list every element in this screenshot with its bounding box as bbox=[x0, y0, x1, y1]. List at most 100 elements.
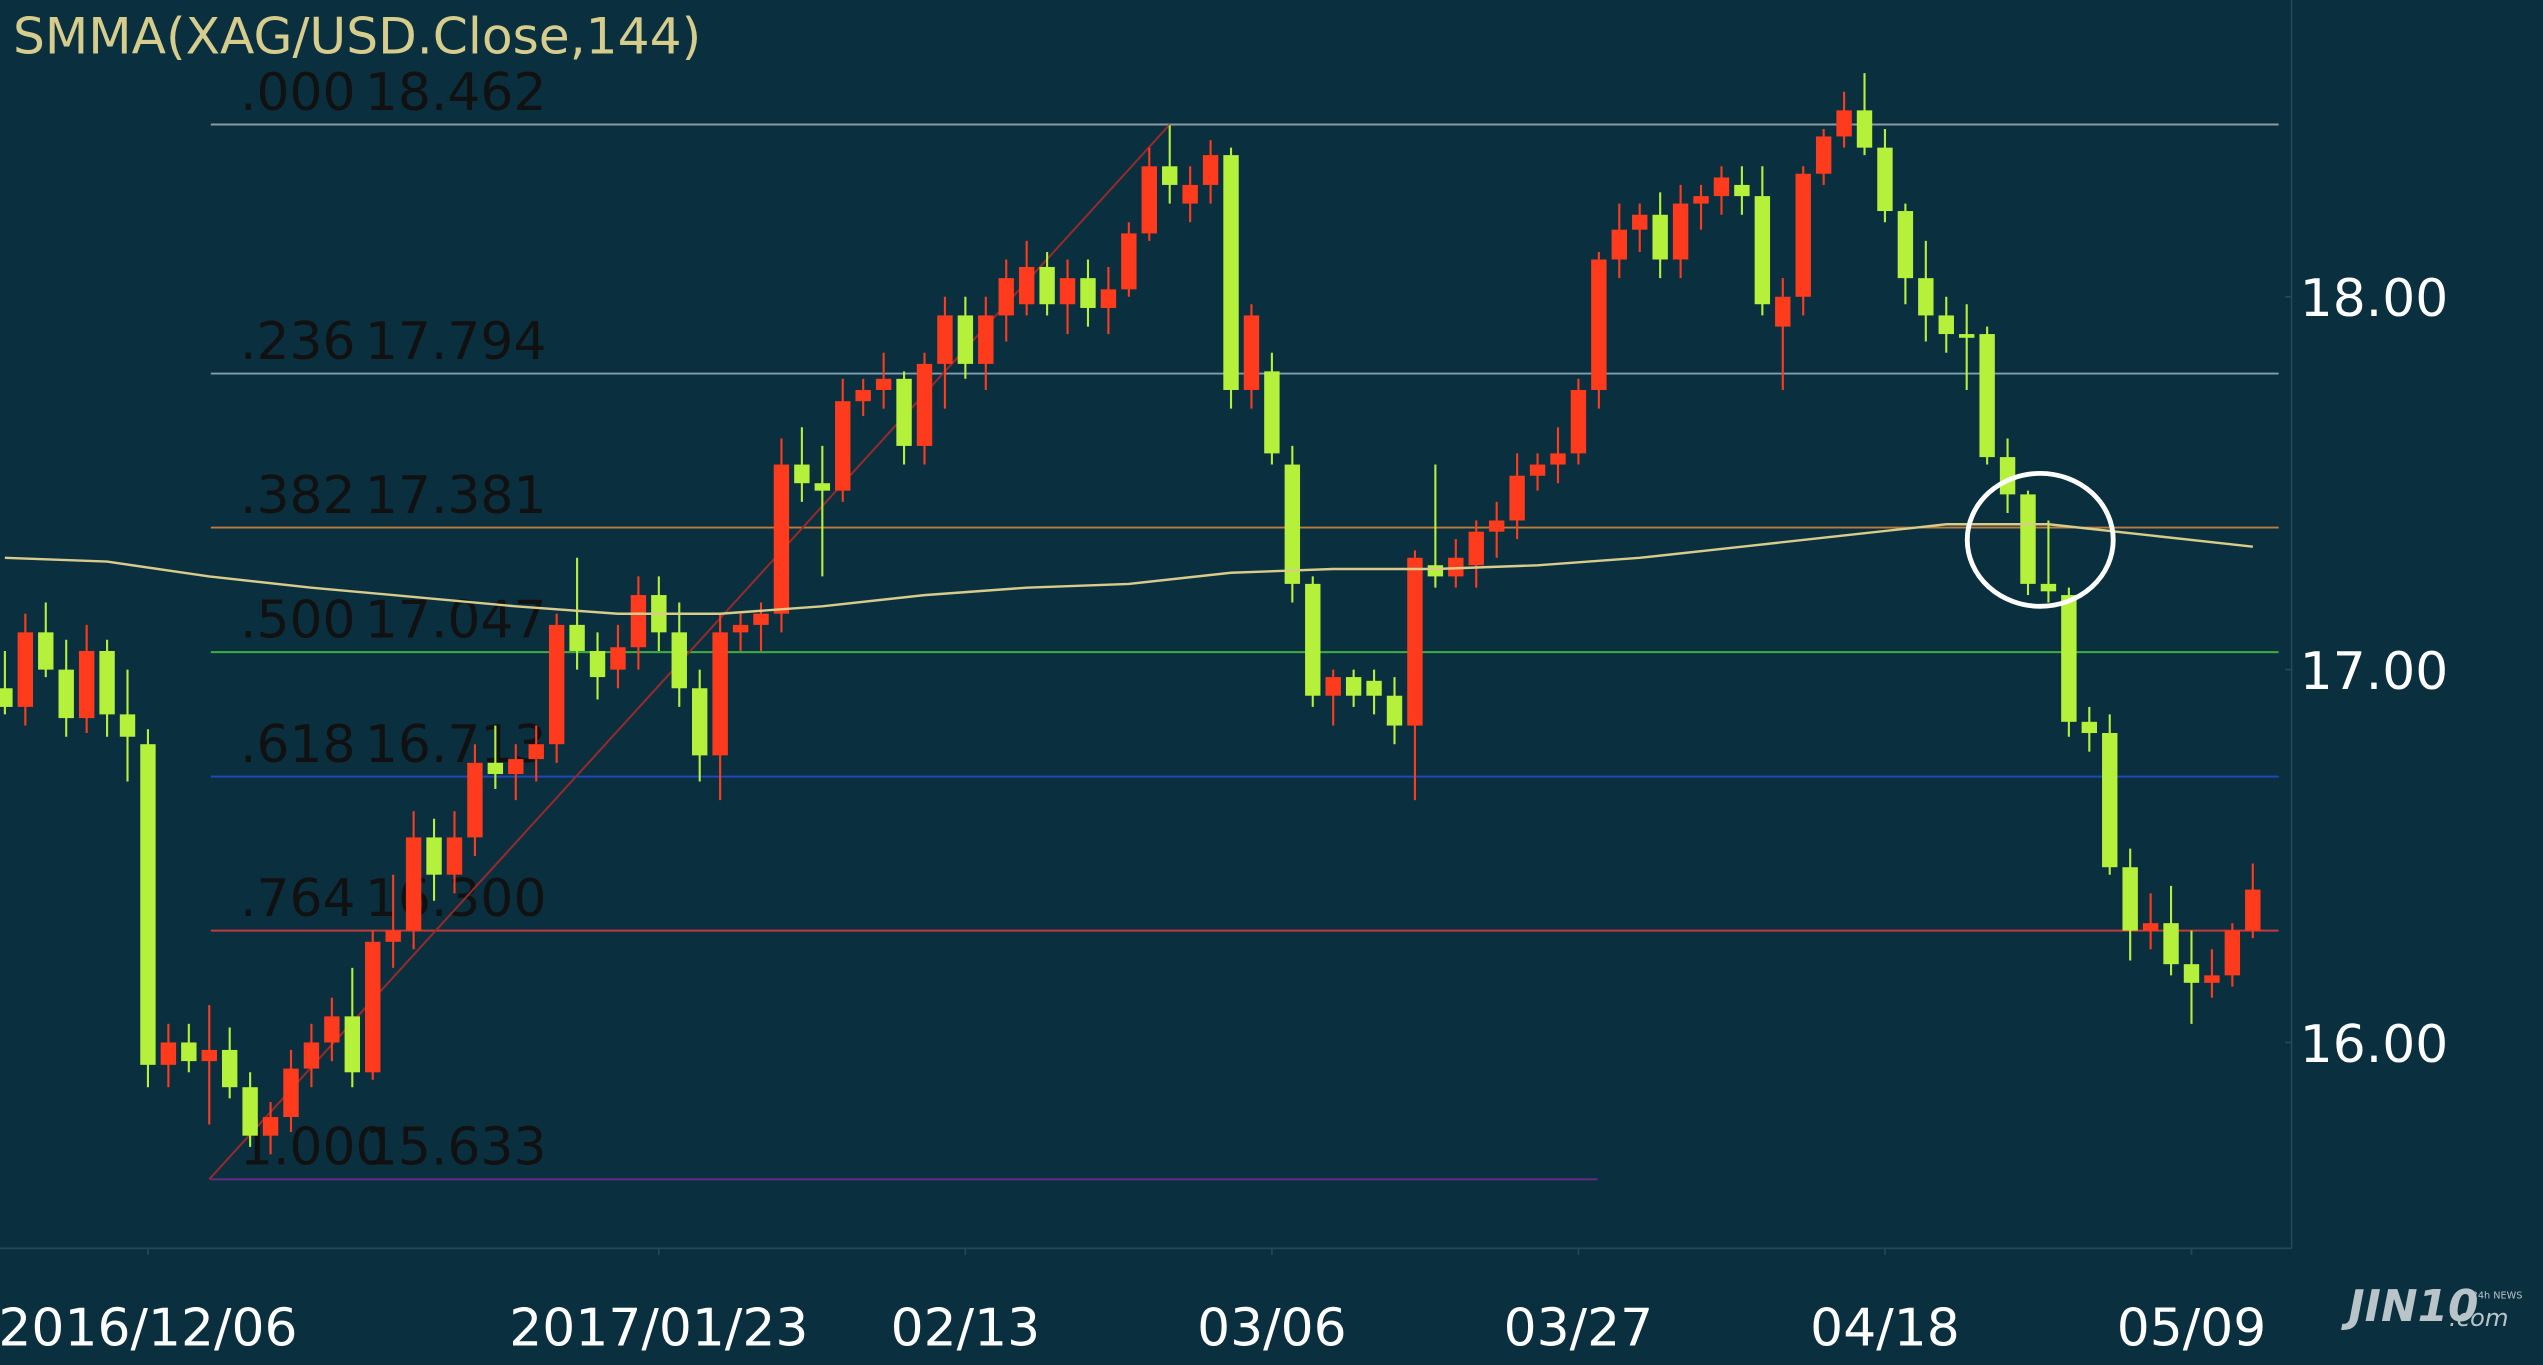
candle-body bbox=[0, 688, 13, 707]
candle-body bbox=[1918, 278, 1934, 316]
candle-body bbox=[978, 315, 994, 364]
candle-body bbox=[467, 762, 483, 838]
y-tick-label: 16.00 bbox=[2300, 1015, 2449, 1075]
candle-body bbox=[1754, 196, 1771, 305]
candle-body bbox=[2204, 975, 2220, 983]
candle-body bbox=[1856, 110, 1873, 148]
logo-domain: .com bbox=[2449, 1303, 2509, 1332]
candle-body bbox=[2122, 867, 2138, 931]
fib-ratio: .000 bbox=[240, 63, 356, 123]
candle-body bbox=[835, 401, 851, 491]
candle-body bbox=[1223, 155, 1239, 390]
candle-body bbox=[2020, 494, 2036, 584]
candle-body bbox=[1141, 166, 1157, 234]
chart-title: SMMA(XAG/USD.Close,144) bbox=[13, 7, 701, 66]
candle-body bbox=[99, 650, 115, 715]
candle-body bbox=[1468, 531, 1484, 566]
x-tick-label: 2017/01/23 bbox=[509, 1299, 808, 1359]
candle-body bbox=[671, 632, 687, 689]
candle-body bbox=[1795, 173, 1811, 297]
fib-ratio: .618 bbox=[240, 715, 356, 775]
candle-body bbox=[1305, 583, 1321, 696]
y-tick-label: 17.00 bbox=[2300, 642, 2449, 702]
candle-body bbox=[753, 613, 769, 625]
candle-body bbox=[1591, 259, 1607, 390]
candle-body bbox=[2142, 923, 2159, 931]
fib-value: 16.300 bbox=[365, 869, 547, 929]
candle-body bbox=[140, 744, 156, 1065]
candle-body bbox=[344, 1016, 361, 1073]
fib-value: 18.462 bbox=[365, 63, 547, 123]
fib-ratio: .500 bbox=[240, 591, 356, 651]
candle-body bbox=[2040, 583, 2057, 592]
candle-body bbox=[1979, 334, 1995, 458]
x-tick-label: 03/27 bbox=[1504, 1299, 1654, 1359]
candle-body bbox=[1734, 184, 1750, 197]
candle-body bbox=[732, 624, 749, 633]
candle-body bbox=[1059, 278, 1076, 305]
candle-body bbox=[324, 1016, 340, 1043]
candle-body bbox=[794, 464, 810, 484]
candle-body bbox=[1999, 457, 2016, 495]
candle-body bbox=[610, 647, 626, 670]
logo-tag: 24h NEWS bbox=[2472, 1291, 2523, 1302]
candle-body bbox=[487, 762, 504, 775]
fib-value: 17.794 bbox=[365, 312, 547, 372]
candle-body bbox=[957, 315, 974, 364]
fib-ratio: .382 bbox=[240, 466, 356, 526]
candle-body bbox=[692, 688, 708, 756]
candle-body bbox=[1815, 136, 1832, 174]
candle-body bbox=[17, 632, 34, 707]
candle-body bbox=[2183, 964, 2200, 983]
candle-body bbox=[303, 1042, 320, 1069]
candle-body bbox=[2245, 889, 2261, 931]
candle-body bbox=[569, 624, 585, 651]
candle-body bbox=[283, 1068, 299, 1118]
candle-body bbox=[1386, 695, 1403, 726]
candle-body bbox=[1938, 315, 1954, 335]
candle-body bbox=[58, 669, 74, 719]
candle-body bbox=[1488, 520, 1505, 532]
candle-body bbox=[1775, 296, 1791, 327]
candle-body bbox=[1018, 266, 1035, 305]
logo: JIN10 bbox=[2340, 1281, 2478, 1332]
candle-body bbox=[937, 315, 953, 364]
fib-ratio: .764 bbox=[240, 869, 356, 929]
candle-body bbox=[1897, 211, 1914, 279]
candle-body bbox=[1958, 334, 1975, 338]
candle-body bbox=[508, 759, 524, 775]
candle-body bbox=[1877, 147, 1893, 212]
candle-body bbox=[2081, 721, 2098, 734]
candle-body bbox=[1284, 464, 1301, 584]
candle-body bbox=[2061, 595, 2077, 722]
candle-body bbox=[1162, 166, 1178, 185]
candle-body bbox=[630, 595, 647, 648]
candle-body bbox=[916, 363, 933, 446]
candle-body bbox=[1427, 565, 1444, 577]
candle-body bbox=[1366, 680, 1382, 696]
candle-body bbox=[1325, 677, 1341, 696]
candle-body bbox=[262, 1117, 279, 1136]
candle-body bbox=[1713, 177, 1730, 197]
candle-body bbox=[814, 483, 831, 491]
candle-body bbox=[1611, 229, 1628, 260]
candle-body bbox=[446, 837, 463, 875]
candle-body bbox=[548, 624, 565, 745]
candle-body bbox=[1080, 278, 1096, 308]
x-tick-label: 05/09 bbox=[2117, 1299, 2267, 1359]
candle-body bbox=[1672, 203, 1689, 260]
fib-ratio: .236 bbox=[240, 312, 356, 372]
candle-body bbox=[2224, 930, 2241, 976]
candle-body bbox=[1202, 155, 1219, 185]
candle-body bbox=[405, 837, 422, 931]
candle-body bbox=[242, 1087, 258, 1136]
x-tick-label: 03/06 bbox=[1197, 1299, 1347, 1359]
candle-body bbox=[221, 1049, 238, 1088]
fib-value: 15.633 bbox=[365, 1118, 547, 1178]
candle-body bbox=[528, 744, 544, 760]
candle-body bbox=[181, 1042, 197, 1062]
candle-body bbox=[426, 837, 442, 875]
candle-body bbox=[1652, 214, 1668, 260]
